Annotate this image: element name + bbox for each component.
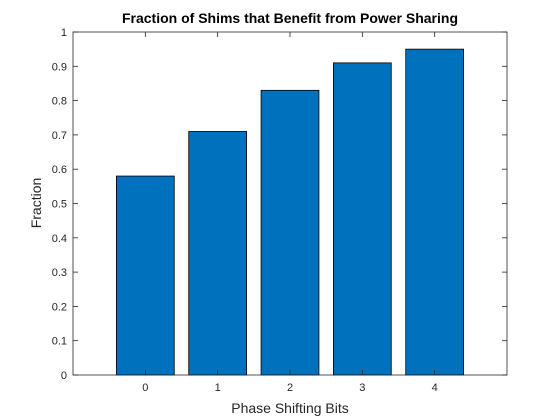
y-tick-label: 0.2: [52, 301, 67, 313]
bar-4: [405, 48, 465, 376]
y-tick-label: 0.3: [52, 267, 67, 279]
y-tick-label: 0: [61, 370, 67, 382]
y-tick-label: 1: [61, 27, 67, 39]
bar-3: [332, 62, 392, 376]
y-tick-label: 0.8: [52, 96, 67, 108]
plot-area: 0 0.1 0.2 0.3 0.4 0.5 0.6 0.7 0.8 0.9 1 0 1 2 3 4: [52, 27, 508, 394]
y-tick-label: 0.4: [52, 233, 67, 245]
x-tick-label: 0: [142, 382, 148, 394]
y-tick-label: 0.1: [52, 336, 67, 348]
y-axis-label: Fraction: [28, 178, 44, 229]
x-tick-label: 4: [432, 382, 438, 394]
y-tick-label: 0.9: [52, 61, 67, 73]
y-tick-label: 0.7: [52, 130, 67, 142]
x-tick-label: 2: [287, 382, 293, 394]
chart-title: Fraction of Shims that Benefit from Powe…: [122, 10, 458, 26]
y-tick-label: 0.6: [52, 164, 67, 176]
y-tick-label: 0.5: [52, 199, 67, 211]
x-axis-label: Phase Shifting Bits: [231, 400, 349, 416]
x-tick-label: 3: [359, 382, 365, 394]
x-tick-label: 1: [215, 382, 221, 394]
bar-2: [260, 89, 320, 376]
bar-1: [188, 131, 248, 376]
bar-0: [116, 175, 175, 376]
